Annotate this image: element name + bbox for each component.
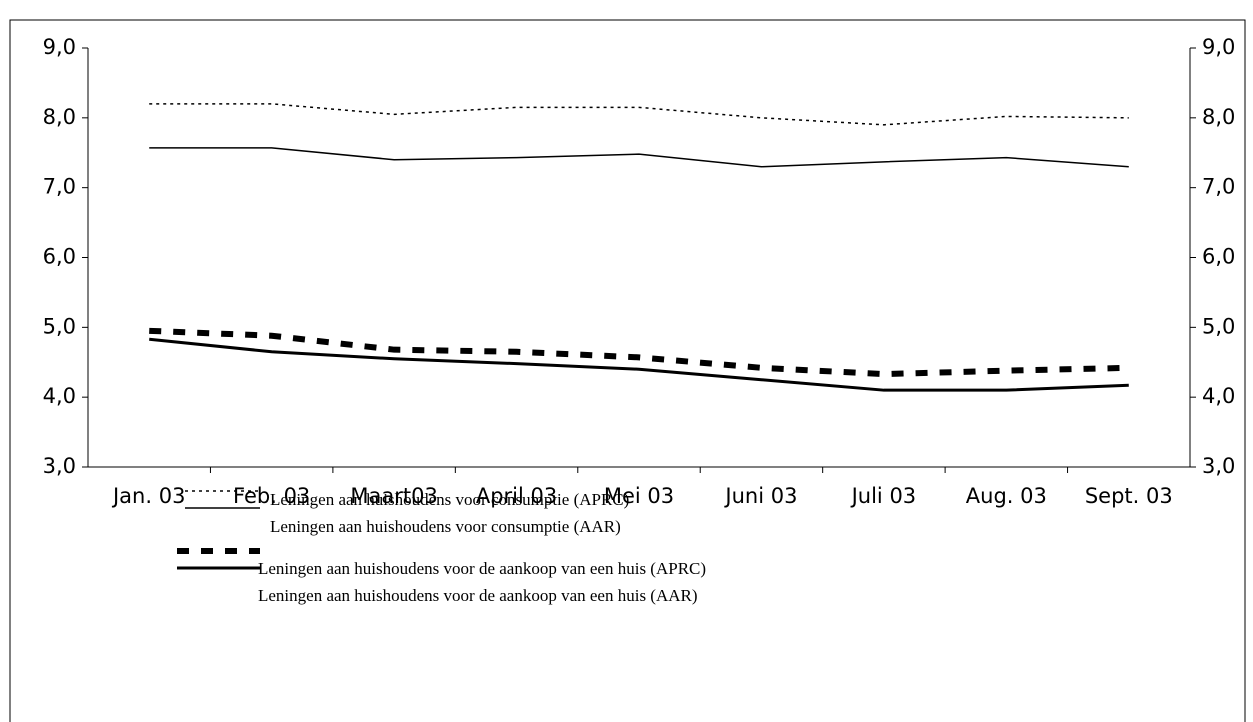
legend-label: Leningen aan huishoudens voor consumptie… bbox=[270, 490, 629, 509]
y-tick-label: 7,0 bbox=[43, 175, 76, 199]
y-tick-label: 3,0 bbox=[43, 454, 76, 478]
y2-tick-label: 4,0 bbox=[1202, 384, 1235, 408]
y2-tick-label: 5,0 bbox=[1202, 314, 1235, 338]
x-tick-label: Feb. 03 bbox=[233, 484, 310, 508]
y2-tick-label: 9,0 bbox=[1202, 35, 1235, 59]
x-tick-label: Juli 03 bbox=[850, 484, 917, 508]
series-line bbox=[149, 103, 1129, 126]
series-line bbox=[149, 147, 1129, 168]
legend-label: Leningen aan huishoudens voor consumptie… bbox=[270, 517, 621, 536]
legend-label: Leningen aan huishoudens voor de aankoop… bbox=[258, 586, 698, 605]
y-tick-label: 9,0 bbox=[43, 35, 76, 59]
y2-tick-label: 6,0 bbox=[1202, 245, 1235, 269]
frame bbox=[9, 19, 1246, 722]
y2-tick-label: 3,0 bbox=[1202, 454, 1235, 478]
series-line bbox=[149, 337, 1129, 392]
x-tick-label: Sept. 03 bbox=[1085, 484, 1173, 508]
y2-tick-label: 8,0 bbox=[1202, 105, 1235, 129]
legend-label: Leningen aan huishoudens voor de aankoop… bbox=[258, 559, 706, 578]
x-tick-label: Jan. 03 bbox=[111, 484, 185, 508]
y-tick-label: 8,0 bbox=[43, 105, 76, 129]
x-tick-label: Mei 03 bbox=[604, 484, 674, 508]
y2-tick-label: 7,0 bbox=[1202, 175, 1235, 199]
y-tick-label: 4,0 bbox=[43, 384, 76, 408]
x-tick-label: Aug. 03 bbox=[966, 484, 1047, 508]
x-tick-label: Juni 03 bbox=[723, 484, 797, 508]
x-tick-label: April 03 bbox=[476, 484, 557, 508]
y-tick-label: 5,0 bbox=[43, 314, 76, 338]
x-tick-label: Maart03 bbox=[350, 484, 437, 508]
y-tick-label: 6,0 bbox=[43, 245, 76, 269]
series-line bbox=[149, 327, 1129, 378]
